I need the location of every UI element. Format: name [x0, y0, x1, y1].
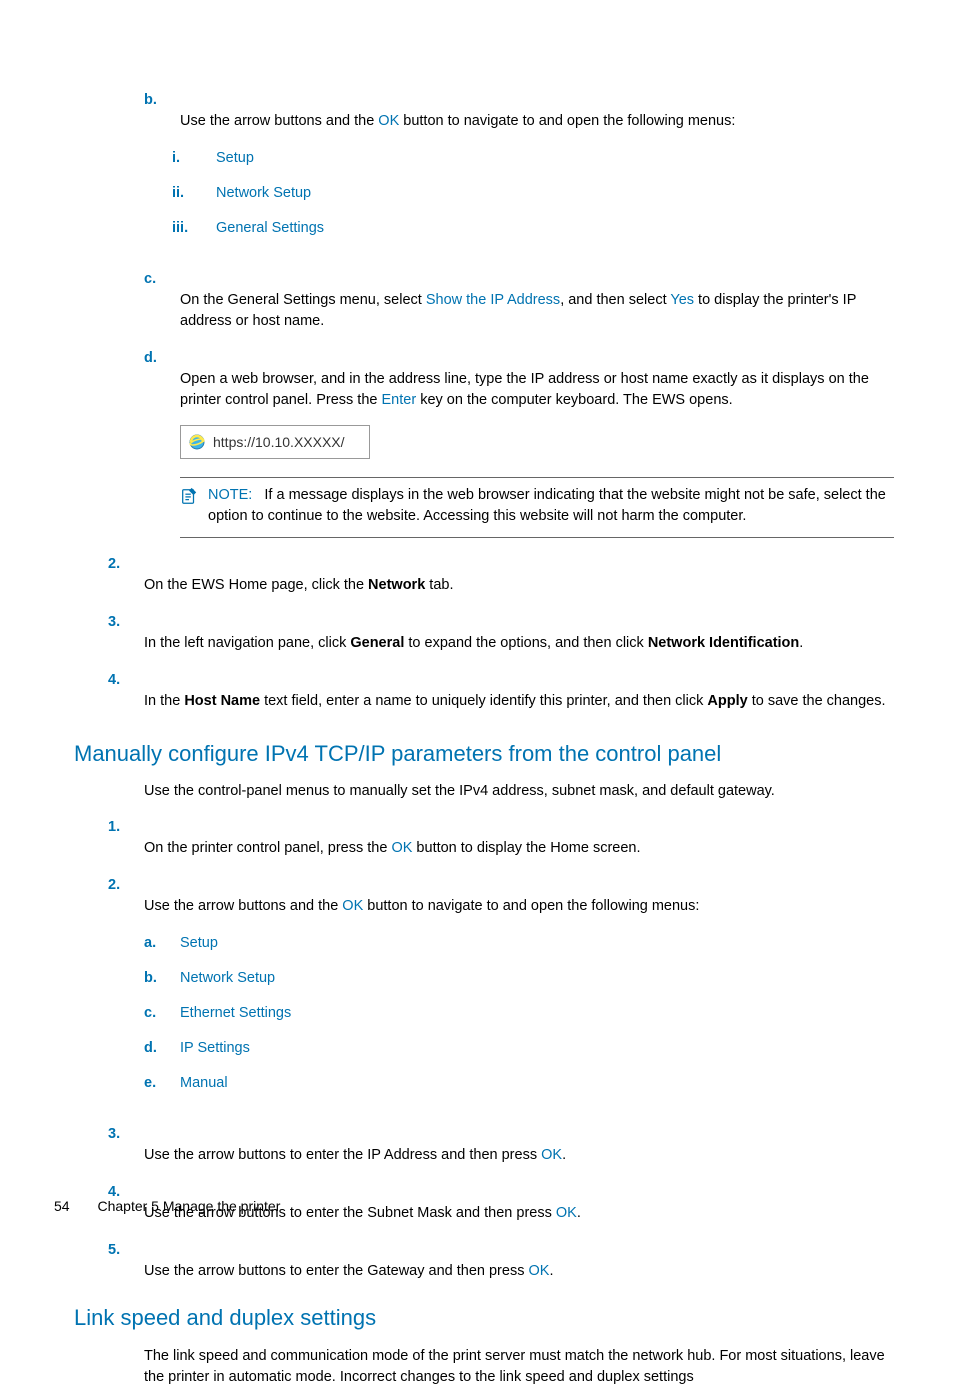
substeps-abcd: b. Use the arrow buttons and the OK butt… — [180, 90, 896, 538]
b: Apply — [707, 693, 747, 709]
l: OK — [391, 840, 412, 856]
marker: 4. — [108, 670, 144, 691]
step-1-continuation: b. Use the arrow buttons and the OK butt… — [144, 90, 896, 538]
t: . — [799, 635, 803, 651]
note-box: NOTE: If a message displays in the web b… — [180, 477, 894, 537]
page-number: 54 — [54, 1198, 70, 1214]
marker: 3. — [108, 1124, 144, 1145]
b: Network Identification — [648, 635, 799, 651]
section-ipv4-intro: Use the control-panel menus to manually … — [144, 781, 896, 802]
text: On the General Settings menu, select — [180, 292, 426, 308]
menu-setup: Setup — [180, 935, 218, 951]
marker: b. — [144, 90, 180, 111]
menu-ethernet-settings: Ethernet Settings — [180, 1005, 291, 1021]
marker: 1. — [108, 817, 144, 838]
marker: i. — [172, 148, 216, 169]
ok-link: OK — [378, 113, 399, 129]
t: button to display the Home screen. — [412, 840, 640, 856]
text: , and then select — [560, 292, 670, 308]
menu-ip-settings: IP Settings — [180, 1040, 250, 1056]
text: key on the computer keyboard. The EWS op… — [416, 392, 733, 408]
marker: 2. — [108, 554, 144, 575]
t: Use the arrow buttons to enter the Gatew… — [144, 1263, 528, 1279]
ie-icon — [189, 434, 205, 450]
marker: a. — [144, 933, 180, 954]
marker: 3. — [108, 612, 144, 633]
l: OK — [556, 1205, 577, 1221]
step-4: 4. In the Host Name text field, enter a … — [144, 670, 896, 712]
yes-link: Yes — [670, 292, 694, 308]
substep-c: c. On the General Settings menu, select … — [180, 269, 896, 332]
marker: iii. — [172, 218, 216, 239]
substep-d: d. Open a web browser, and in the addres… — [180, 348, 896, 537]
menu-general-settings: General Settings — [216, 220, 324, 236]
substep-b: b. Use the arrow buttons and the OK butt… — [180, 90, 896, 253]
t: On the EWS Home page, click the — [144, 577, 368, 593]
ipv4-alpha-list: a.Setup b.Network Setup c.Ethernet Setti… — [180, 933, 894, 1094]
menu-setup: Setup — [216, 150, 254, 166]
t: . — [562, 1147, 566, 1163]
page-footer: 54 Chapter 5 Manage the printer — [54, 1196, 280, 1216]
t: to save the changes. — [748, 693, 886, 709]
section-linkspeed-heading: Link speed and duplex settings — [74, 1302, 896, 1334]
b: Network — [368, 577, 425, 593]
menu-manual: Manual — [180, 1075, 228, 1091]
t: button to navigate to and open the follo… — [363, 898, 699, 914]
marker: c. — [144, 1003, 180, 1024]
url-box: https://10.10.XXXXX/ — [180, 425, 370, 459]
marker: d. — [144, 1038, 180, 1059]
roman-list: i.Setup ii.Network Setup iii.General Set… — [216, 148, 894, 239]
l: OK — [342, 898, 363, 914]
ipv4-step-1: 1. On the printer control panel, press t… — [144, 817, 896, 859]
b: General — [350, 635, 404, 651]
t: In the — [144, 693, 184, 709]
menu-network-setup: Network Setup — [180, 970, 275, 986]
section-ipv4-heading: Manually configure IPv4 TCP/IP parameter… — [74, 738, 896, 770]
marker: ii. — [172, 183, 216, 204]
t: text field, enter a name to uniquely ide… — [260, 693, 707, 709]
marker: b. — [144, 968, 180, 989]
step-3: 3. In the left navigation pane, click Ge… — [144, 612, 896, 654]
t: In the left navigation pane, click — [144, 635, 350, 651]
t: . — [549, 1263, 553, 1279]
text: Use the arrow buttons and the — [180, 113, 378, 129]
text: button to navigate to and open the follo… — [399, 113, 735, 129]
step-2: 2. On the EWS Home page, click the Netwo… — [144, 554, 896, 596]
chapter-label: Chapter 5 Manage the printer — [97, 1198, 280, 1214]
note-text: If a message displays in the web browser… — [208, 487, 886, 524]
marker: 5. — [108, 1240, 144, 1261]
t: to expand the options, and then click — [404, 635, 647, 651]
b: Host Name — [184, 693, 260, 709]
menu-network-setup: Network Setup — [216, 185, 311, 201]
t: . — [577, 1205, 581, 1221]
marker: c. — [144, 269, 180, 290]
marker: d. — [144, 348, 180, 369]
t: On the printer control panel, press the — [144, 840, 391, 856]
ipv4-step-5: 5. Use the arrow buttons to enter the Ga… — [144, 1240, 896, 1282]
main-steps-234: 2. On the EWS Home page, click the Netwo… — [144, 554, 896, 712]
ipv4-step-2: 2. Use the arrow buttons and the OK butt… — [144, 875, 896, 1108]
marker: e. — [144, 1073, 180, 1094]
show-ip-link: Show the IP Address — [426, 292, 560, 308]
section-linkspeed-intro: The link speed and communication mode of… — [144, 1346, 896, 1388]
marker: 2. — [108, 875, 144, 896]
t: Use the arrow buttons to enter the IP Ad… — [144, 1147, 541, 1163]
t: Use the arrow buttons and the — [144, 898, 342, 914]
l: OK — [541, 1147, 562, 1163]
l: OK — [528, 1263, 549, 1279]
enter-link: Enter — [382, 392, 417, 408]
note-icon — [180, 487, 198, 505]
note-label: NOTE: — [208, 487, 252, 503]
ipv4-step-3: 3. Use the arrow buttons to enter the IP… — [144, 1124, 896, 1166]
t: tab. — [425, 577, 453, 593]
url-text: https://10.10.XXXXX/ — [213, 432, 345, 452]
